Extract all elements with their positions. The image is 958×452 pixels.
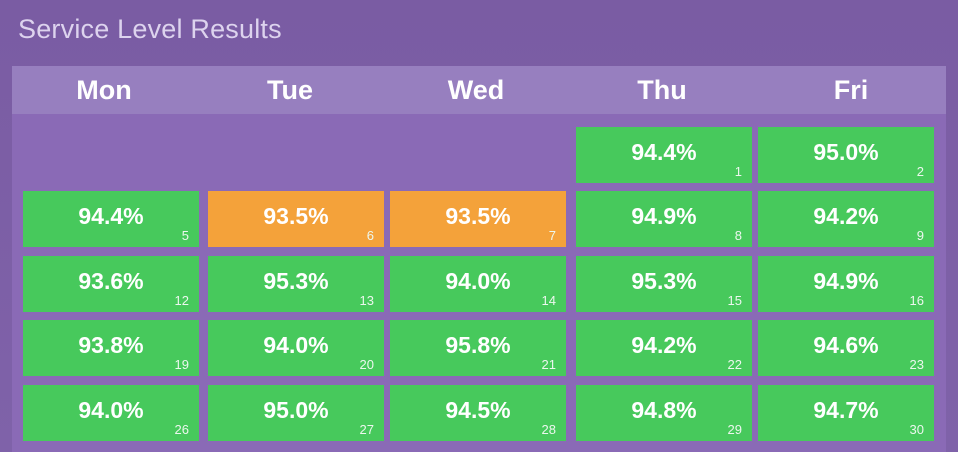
day-number: 27 xyxy=(359,422,374,437)
day-number: 16 xyxy=(909,293,924,308)
calendar-grid: Mon Tue Wed Thu Fri 94.4% 1 95.0% 2 94.4… xyxy=(12,66,946,452)
service-level-value: 94.2% xyxy=(631,332,697,358)
service-level-value: 94.9% xyxy=(813,268,879,294)
service-level-value: 94.0% xyxy=(263,332,329,358)
service-level-value: 95.3% xyxy=(263,268,329,294)
day-number: 14 xyxy=(541,293,556,308)
day-cell[interactable]: 94.9% 8 xyxy=(576,191,752,247)
day-number: 26 xyxy=(174,422,189,437)
service-level-value: 94.4% xyxy=(631,139,697,165)
day-cell[interactable]: 93.8% 19 xyxy=(23,320,199,376)
day-number: 19 xyxy=(174,357,189,372)
weekday-label: Fri xyxy=(833,75,869,105)
day-number: 21 xyxy=(541,357,556,372)
service-level-value: 94.2% xyxy=(813,203,879,229)
service-level-value: 93.5% xyxy=(445,203,511,229)
service-level-value: 94.8% xyxy=(631,397,697,423)
day-cell[interactable]: 94.2% 22 xyxy=(576,320,752,376)
service-level-value: 94.9% xyxy=(631,203,697,229)
day-cell[interactable]: 94.6% 23 xyxy=(758,320,934,376)
day-cell[interactable]: 93.5% 7 xyxy=(390,191,566,247)
day-number: 28 xyxy=(541,422,556,437)
day-number: 2 xyxy=(916,164,924,179)
weekday-header: Mon Tue Wed Thu Fri xyxy=(12,66,946,114)
day-cell[interactable]: 94.4% 1 xyxy=(576,127,752,183)
day-cell[interactable]: 95.3% 13 xyxy=(208,256,384,312)
day-cell[interactable]: 95.8% 21 xyxy=(390,320,566,376)
service-level-value: 93.5% xyxy=(263,203,329,229)
service-level-value: 94.7% xyxy=(813,397,879,423)
weekday-label: Wed xyxy=(447,75,505,105)
day-cell[interactable]: 95.0% 2 xyxy=(758,127,934,183)
weekday-label: Mon xyxy=(76,75,132,105)
day-number: 23 xyxy=(909,357,924,372)
service-level-value: 95.3% xyxy=(631,268,697,294)
service-level-value: 94.5% xyxy=(445,397,511,423)
service-level-value: 94.0% xyxy=(78,397,144,423)
day-number: 1 xyxy=(734,164,742,179)
day-number: 9 xyxy=(916,228,924,243)
service-level-value: 93.6% xyxy=(78,268,144,294)
day-cell[interactable]: 94.5% 28 xyxy=(390,385,566,441)
day-cell[interactable]: 95.3% 15 xyxy=(576,256,752,312)
day-cell[interactable]: 94.2% 9 xyxy=(758,191,934,247)
day-cell[interactable]: 94.9% 16 xyxy=(758,256,934,312)
service-level-value: 95.0% xyxy=(813,139,879,165)
day-number: 8 xyxy=(734,228,742,243)
day-cell[interactable]: 93.5% 6 xyxy=(208,191,384,247)
day-cell[interactable]: 93.6% 12 xyxy=(23,256,199,312)
service-level-value: 95.0% xyxy=(263,397,329,423)
service-level-value: 94.6% xyxy=(813,332,879,358)
service-level-value: 93.8% xyxy=(78,332,144,358)
day-number: 29 xyxy=(727,422,742,437)
day-cell[interactable]: 94.4% 5 xyxy=(23,191,199,247)
day-number: 22 xyxy=(727,357,742,372)
day-cell[interactable]: 94.7% 30 xyxy=(758,385,934,441)
day-number: 30 xyxy=(909,422,924,437)
service-level-value: 94.4% xyxy=(78,203,144,229)
day-number: 6 xyxy=(366,228,374,243)
day-number: 5 xyxy=(181,228,189,243)
weekday-label: Tue xyxy=(267,75,313,105)
panel-title: Service Level Results xyxy=(18,14,282,44)
day-number: 13 xyxy=(359,293,374,308)
day-number: 7 xyxy=(548,228,556,243)
day-cell[interactable]: 94.0% 26 xyxy=(23,385,199,441)
day-number: 15 xyxy=(727,293,742,308)
day-number: 12 xyxy=(174,293,189,308)
day-cell[interactable]: 95.0% 27 xyxy=(208,385,384,441)
service-level-value: 95.8% xyxy=(445,332,511,358)
day-cell[interactable]: 94.0% 20 xyxy=(208,320,384,376)
weekday-label: Thu xyxy=(637,75,687,105)
service-level-value: 94.0% xyxy=(445,268,511,294)
day-number: 20 xyxy=(359,357,374,372)
day-cell[interactable]: 94.0% 14 xyxy=(390,256,566,312)
day-cell[interactable]: 94.8% 29 xyxy=(576,385,752,441)
